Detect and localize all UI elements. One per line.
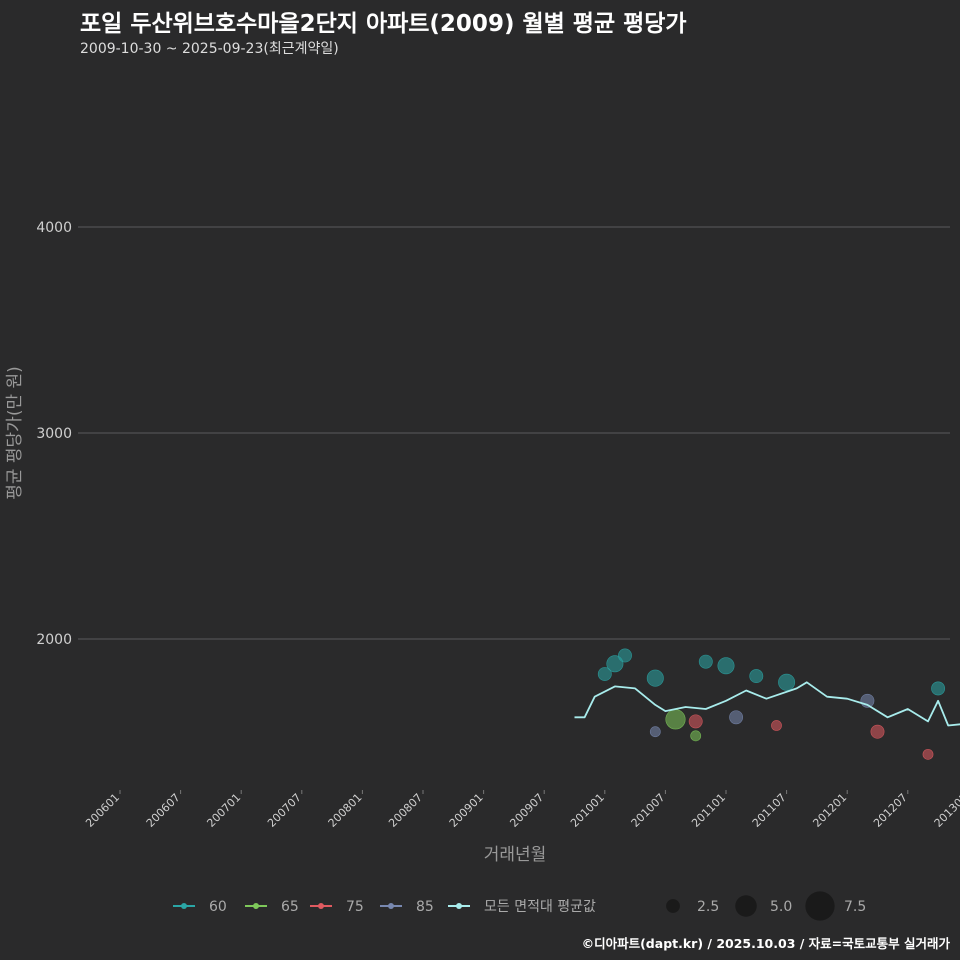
chart-title: 포일 두산위브호수마을2단지 아파트(2009) 월별 평균 평당가	[80, 11, 687, 37]
point-area-75	[870, 724, 885, 739]
legend-size-circle	[735, 895, 757, 917]
average-line-layer	[574, 681, 960, 727]
legend-label: 65	[281, 899, 299, 915]
point-area-60	[717, 657, 735, 675]
y-tick-labels: 2000 3000 4000	[36, 220, 72, 648]
legend-dot-65	[253, 903, 259, 909]
legend-size-circle	[805, 891, 835, 921]
legend-size-label: 2.5	[697, 899, 719, 915]
x-axis-label: 거래년월	[484, 845, 547, 865]
point-area-60	[749, 669, 764, 684]
point-area-85	[729, 710, 744, 725]
scatter-points	[597, 648, 946, 760]
legend-dot-85	[388, 903, 394, 909]
point-area-75	[771, 720, 782, 731]
x-tick-label: 200601	[83, 791, 122, 830]
point-area-60	[618, 648, 632, 663]
legend-dot-모든 면적대 평균값	[456, 903, 462, 909]
x-tick-label: 200701	[204, 791, 243, 830]
x-tick-label: 201001	[568, 791, 607, 830]
legend-label: 모든 면적대 평균값	[484, 899, 596, 915]
footer-credit: ©디아파트(dapt.kr) / 2025.10.03 / 자료=국토교통부 실…	[581, 936, 950, 951]
x-tick-label: 201301	[932, 791, 960, 830]
y-axis-label: 평균 평당가(만 원)	[5, 366, 25, 500]
x-tick-label: 201107	[750, 791, 789, 830]
x-tick-label: 201201	[810, 791, 849, 830]
point-area-60	[931, 681, 946, 696]
legend-label: 60	[209, 899, 227, 915]
legend-size-label: 5.0	[770, 899, 792, 915]
x-tick-label: 200901	[447, 791, 486, 830]
average-line	[574, 681, 960, 727]
x-tick-label: 201101	[689, 791, 728, 830]
x-tick-labels: 200601 200607 200701 200707 200801 200807 2009…	[83, 790, 960, 830]
legend-size-circle	[666, 899, 680, 913]
point-area-60	[606, 655, 624, 673]
point-area-75	[922, 748, 934, 760]
point-area-65	[690, 730, 702, 742]
x-tick-label: 200801	[326, 791, 365, 830]
point-area-60	[597, 667, 612, 681]
legend: 60 65 75 85 모든 면적대 평균값 2.5 5.0 7.5	[173, 891, 866, 921]
x-tick-label: 200807	[386, 791, 425, 830]
x-tick-label: 200707	[265, 791, 304, 830]
legend-dot-60	[181, 903, 187, 909]
x-tick-label: 200607	[144, 791, 183, 830]
y-tick-label: 3000	[36, 426, 72, 442]
legend-size-label: 7.5	[844, 899, 866, 915]
point-area-60	[778, 673, 796, 691]
point-area-75	[688, 714, 703, 729]
legend-dot-75	[318, 903, 324, 909]
x-tick-label: 201207	[871, 791, 910, 830]
x-tick-label: 200907	[507, 791, 546, 830]
point-area-85	[649, 726, 661, 738]
legend-label: 75	[346, 899, 364, 915]
point-area-60	[698, 654, 713, 669]
chart-subtitle: 2009-10-30 ~ 2025-09-23(최근계약일)	[80, 41, 339, 57]
legend-label: 85	[416, 899, 434, 915]
grid-layer	[78, 226, 950, 640]
point-area-60	[646, 669, 664, 687]
y-tick-label: 2000	[36, 632, 72, 648]
y-tick-label: 4000	[36, 220, 72, 236]
x-tick-label: 201007	[629, 791, 668, 830]
point-area-65	[665, 709, 686, 730]
